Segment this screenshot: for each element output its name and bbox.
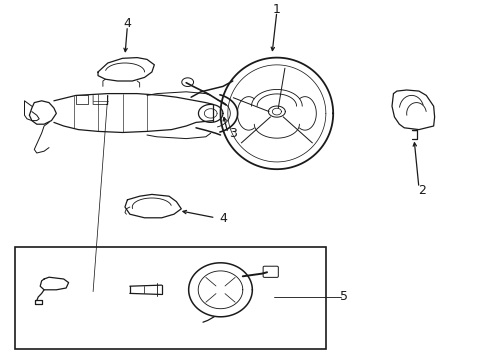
Text: 4: 4 <box>219 212 227 225</box>
Text: 4: 4 <box>123 17 131 30</box>
Text: 3: 3 <box>229 127 237 140</box>
Bar <box>15 247 326 349</box>
Text: 2: 2 <box>418 184 426 197</box>
Text: 5: 5 <box>341 291 348 303</box>
Text: 1: 1 <box>273 3 281 15</box>
